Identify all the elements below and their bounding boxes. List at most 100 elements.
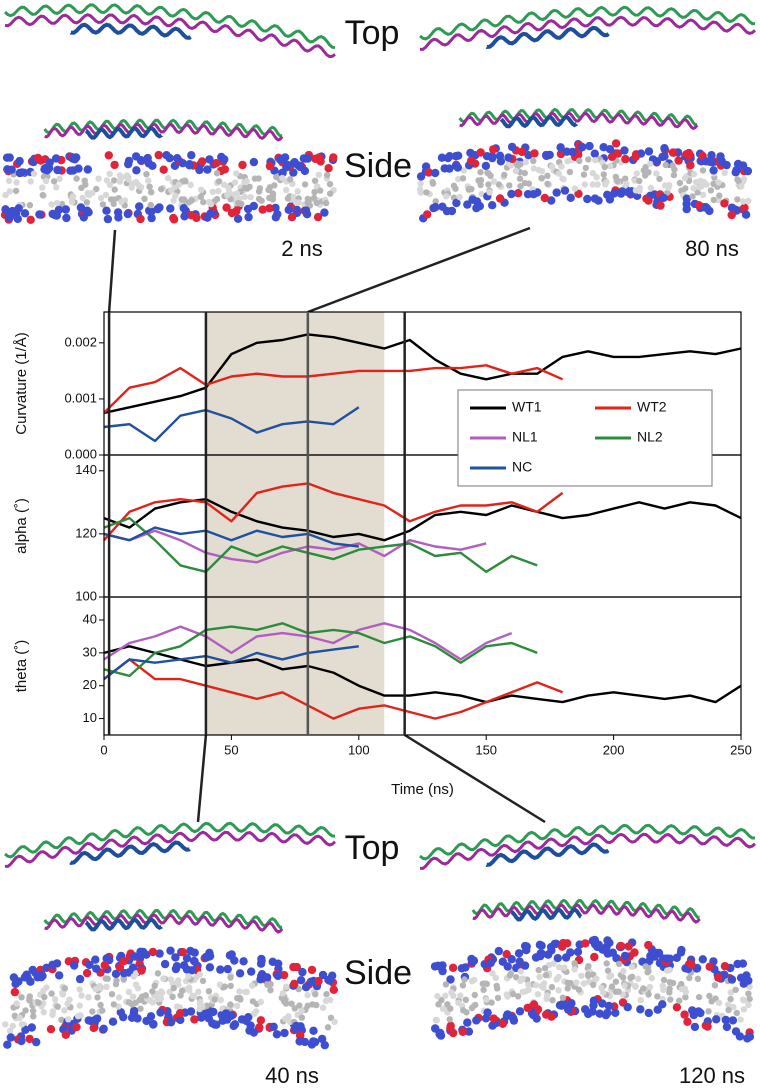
membrane-atom [737,1016,744,1023]
membrane-atom [180,212,189,221]
membrane-atom [102,191,110,199]
membrane-atom [595,1009,604,1018]
membrane-atom [714,973,723,982]
membrane-atom [584,1009,593,1019]
membrane-atom [467,156,476,165]
membrane-atom [249,157,259,167]
membrane-atom [486,958,495,968]
membrane-atom [309,1026,318,1036]
connector [307,226,531,314]
membrane-atom [440,164,449,173]
membrane-atom [712,995,719,1002]
membrane-atom [58,1016,65,1023]
membrane-atom [233,214,243,223]
membrane-atom [129,1001,136,1008]
membrane-atom [555,170,562,177]
membrane-atom [265,204,274,213]
membrane-atom [611,139,621,148]
membrane-atom [564,158,571,165]
membrane-atom [18,994,25,1001]
membrane-atom [571,960,578,967]
membrane-atom [663,967,671,974]
membrane-atom [603,1008,612,1018]
membrane-atom [166,204,175,213]
membrane-atom [667,996,674,1003]
membrane-atom [743,166,753,176]
membrane-atom [738,183,745,190]
membrane-atom [683,1017,692,1026]
membrane-atom [74,1013,82,1020]
membrane-atom [132,981,140,988]
membrane-atom [517,147,527,157]
membrane-atom [540,193,549,203]
membrane-atom [76,203,86,212]
membrane-atom [522,946,531,955]
membrane-atom [198,157,207,166]
membrane-atom [257,954,266,964]
membrane-atom [166,946,175,955]
membrane-atom [624,942,633,951]
membrane-atom [116,177,123,185]
membrane-atom [331,1018,338,1025]
membrane-atom [198,186,205,193]
membrane-atom [70,961,79,970]
membrane-atom [490,178,498,185]
membrane-atom [567,979,574,987]
membrane-atom [79,213,89,222]
time-label: 80 ns [685,236,739,261]
membrane-atom [311,188,318,196]
membrane-atom [462,996,469,1003]
membrane-atom [10,987,19,997]
membrane-atom [550,960,557,967]
membrane-atom [477,169,484,176]
membrane-atom [614,177,621,185]
membrane-atom [307,965,317,975]
membrane-atom [590,194,600,203]
membrane-atom [535,966,542,974]
membrane-atom [291,1005,298,1012]
membrane-atom [616,941,625,951]
membrane-atom [672,953,681,962]
membrane-atom [288,1000,295,1007]
membrane-atom [521,169,528,177]
series-line [103,516,538,573]
membrane-atom [30,1013,37,1020]
membrane-atom [578,142,587,152]
membrane-atom [578,972,585,979]
membrane-atom [26,215,35,224]
membrane-atom [456,193,463,201]
membrane-atom [262,973,272,982]
membrane-atom [478,190,485,198]
membrane-atom [97,1001,104,1009]
membrane-atom [319,1004,327,1011]
membrane-atom [135,202,144,211]
membrane-atom [234,995,241,1002]
membrane-atom [76,1002,83,1009]
membrane-atom [644,940,653,950]
membrane-atom [434,992,441,1000]
membrane-atom [5,177,13,184]
membrane-atom [589,1001,598,1010]
membrane-atom [104,975,111,982]
membrane-atom [273,971,283,981]
membrane-atom [556,143,565,152]
membrane-atom [423,189,430,196]
connector [196,734,208,823]
protein-helix [420,832,756,870]
membrane-atom [622,175,629,182]
membrane-atom [701,203,710,212]
protein-helix [419,5,755,41]
membrane-atom [106,181,114,189]
membrane-atom [520,961,530,970]
membrane-atom [727,989,735,996]
membrane-atom [187,181,194,189]
membrane-atom [54,1003,61,1010]
membrane-atom [658,1000,667,1009]
membrane-atom [96,982,103,990]
membrane-atom [566,193,575,202]
membrane-atom [146,1012,156,1021]
membrane-atom [164,174,172,182]
membrane-atom [62,213,71,223]
membrane-atom [292,1021,301,1031]
membrane-atom [644,147,654,156]
